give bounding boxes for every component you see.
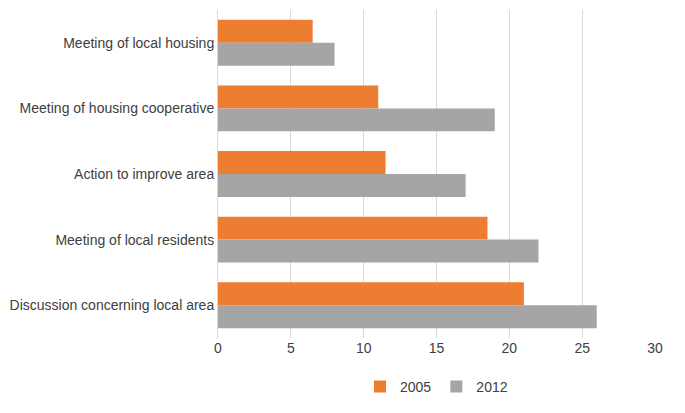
svg-text:Action to improve area: Action to improve area <box>74 166 214 182</box>
svg-text:Discussion concerning local ar: Discussion concerning local area <box>10 297 215 313</box>
svg-text:20: 20 <box>502 340 518 356</box>
svg-text:Meeting of housing cooperative: Meeting of housing cooperative <box>20 100 215 116</box>
svg-text:25: 25 <box>574 340 590 356</box>
svg-text:Meeting of local housing: Meeting of local housing <box>63 35 214 51</box>
svg-text:5: 5 <box>287 340 295 356</box>
svg-text:2005: 2005 <box>400 379 431 395</box>
svg-text:10: 10 <box>356 340 372 356</box>
svg-text:30: 30 <box>647 340 663 356</box>
svg-text:0: 0 <box>214 340 222 356</box>
svg-text:15: 15 <box>429 340 445 356</box>
svg-text:2012: 2012 <box>476 379 507 395</box>
svg-text:Meeting of local residents: Meeting of local residents <box>55 232 214 248</box>
